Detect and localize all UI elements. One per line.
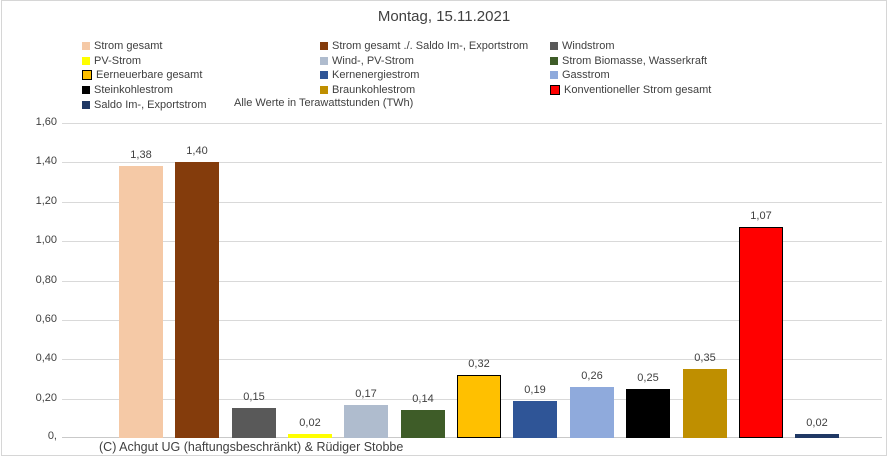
legend-item-label: Strom gesamt <box>94 40 163 53</box>
legend-item-konventioneller-strom-gesamt: Konventioneller Strom gesamt <box>550 84 711 96</box>
y-axis-tick-label: 1,00 <box>35 234 57 246</box>
legend-item-label: Wind-, PV-Strom <box>332 54 414 67</box>
legend-item-label: Konventioneller Strom gesamt <box>564 84 712 97</box>
legend-swatch-icon <box>82 86 90 95</box>
bar-value-label: 0,14 <box>412 393 434 405</box>
bar-steinkohlestrom <box>626 389 670 438</box>
bar-value-label: 0,26 <box>581 370 603 382</box>
y-axis-tick-label: 1,60 <box>35 116 57 128</box>
gridline <box>62 241 882 242</box>
legend-swatch-icon <box>550 42 558 51</box>
bar-value-label: 1,38 <box>130 149 152 161</box>
bar-braunkohlestrom <box>683 369 727 438</box>
legend-item-label: Steinkohlestrom <box>94 84 173 97</box>
bar-value-label: 0,19 <box>524 384 546 396</box>
legend-item-saldo-im-exportstrom: Saldo Im-, Exportstrom <box>82 99 320 111</box>
legend-swatch-icon <box>320 42 328 51</box>
legend-item-strom-gesamt: Strom gesamt <box>82 40 320 52</box>
legend-item-label: Eerneuerbare gesamt <box>96 69 203 82</box>
gridline <box>62 281 882 282</box>
legend-swatch-icon <box>82 56 90 65</box>
legend-item-label: Saldo Im-, Exportstrom <box>94 98 207 111</box>
legend-swatch-icon <box>82 100 90 109</box>
chart-title: Montag, 15.11.2021 <box>377 8 511 25</box>
bar-saldo-im-exportstrom <box>795 434 839 438</box>
chart-frame: Montag, 15.11.2021 Strom gesamt Strom ges… <box>1 0 887 456</box>
legend-swatch-icon <box>82 42 90 51</box>
legend-item-strom-gesamt-saldo-im-exportstrom: Strom gesamt ./. Saldo Im-, Exportstrom <box>320 40 550 52</box>
gridline <box>62 320 882 321</box>
legend-swatch-icon <box>320 56 328 65</box>
y-axis-tick-label: 0, <box>47 430 57 442</box>
bar-value-label: 0,32 <box>468 358 490 370</box>
y-axis-tick-label: 0,20 <box>35 392 57 404</box>
bar-value-label: 0,17 <box>355 388 377 400</box>
bar-value-label: 0,15 <box>243 391 265 403</box>
y-axis-tick-label: 1,40 <box>35 155 57 167</box>
legend-swatch-icon <box>320 71 328 80</box>
bar-value-label: 0,25 <box>637 372 659 384</box>
bar-value-label: 0,35 <box>694 352 716 364</box>
legend-item-pv-strom: PV-Strom <box>82 55 320 67</box>
bar-konventioneller-strom-gesamt <box>739 227 783 438</box>
legend-item-label: PV-Strom <box>94 54 142 67</box>
y-axis-tick-label: 0,80 <box>35 274 57 286</box>
bar-value-label: 0,02 <box>299 417 321 429</box>
bar-pv-strom <box>288 434 332 438</box>
gridline <box>62 359 882 360</box>
legend-item-strom-biomasse-wasserkraft: Strom Biomasse, Wasserkraft <box>550 55 711 67</box>
legend-item-label: Strom Biomasse, Wasserkraft <box>562 54 708 67</box>
gridline <box>62 162 882 163</box>
legend-swatch-icon <box>82 70 92 81</box>
legend-item-label: Windstrom <box>562 40 615 53</box>
plot-area: 1,38 1,40 0,15 0,02 0,17 0,14 0,32 0,19 0,26 0,25… <box>62 123 882 438</box>
legend-item-label: Strom gesamt ./. Saldo Im-, Exportstrom <box>332 40 529 53</box>
legend-swatch-icon <box>550 85 560 96</box>
legend-swatch-icon <box>320 86 328 95</box>
bar-kernenergiestrom <box>513 401 557 438</box>
legend-item-kernenergiestrom: Kernenergiestrom <box>320 69 550 81</box>
legend-swatch-icon <box>550 71 558 80</box>
bar-value-label: 1,40 <box>186 145 208 157</box>
bar-strom-gesamt-saldo-im-exportstrom <box>175 162 219 438</box>
legend-item-label: Braunkohlestrom <box>332 84 416 97</box>
y-axis-tick-label: 0,40 <box>35 352 57 364</box>
bar-value-label: 1,07 <box>750 210 772 222</box>
legend-item-label: Gasstrom <box>562 69 610 82</box>
bar-wind-pv-strom <box>344 405 388 438</box>
gridline <box>62 202 882 203</box>
legend-item-label: Kernenergiestrom <box>332 69 420 82</box>
bar-strom-biomasse-wasserkraft <box>401 410 445 438</box>
legend-item-braunkohlestrom: Braunkohlestrom <box>320 84 550 96</box>
bar-eerneuerbare-gesamt <box>457 375 501 438</box>
legend-item-eerneuerbare-gesamt: Eerneuerbare gesamt <box>82 69 320 81</box>
bar-gasstrom <box>570 387 614 438</box>
bar-windstrom <box>232 408 276 438</box>
legend-item-wind-pv-strom: Wind-, PV-Strom <box>320 55 550 67</box>
legend: Strom gesamt Strom gesamt ./. Saldo Im-, … <box>82 39 711 112</box>
gridline <box>62 123 882 124</box>
legend-swatch-icon <box>550 56 558 65</box>
bar-value-label: 0,02 <box>806 417 828 429</box>
legend-item-steinkohlestrom: Steinkohlestrom <box>82 84 320 96</box>
legend-item-gasstrom: Gasstrom <box>550 69 711 81</box>
legend-item-windstrom: Windstrom <box>550 40 711 52</box>
units-note: Alle Werte in Terawattstunden (TWh) <box>234 97 414 109</box>
bar-strom-gesamt <box>119 166 163 438</box>
copyright-note: (C) Achgut UG (haftungsbeschränkt) & Rüd… <box>99 440 404 454</box>
y-axis-tick-label: 1,20 <box>35 195 57 207</box>
y-axis-tick-label: 0,60 <box>35 313 57 325</box>
